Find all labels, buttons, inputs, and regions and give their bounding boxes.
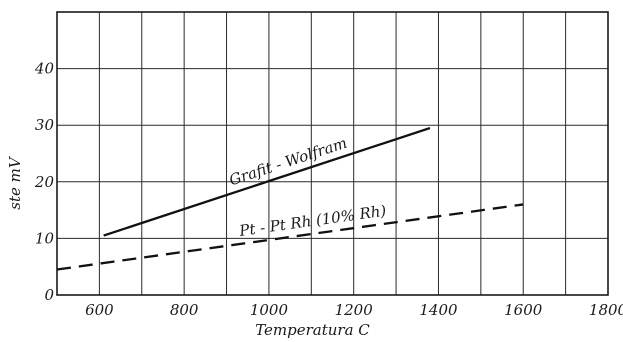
series-label-2: Pt - Pt Rh (10% Rh) bbox=[237, 202, 387, 240]
y-axis-label: ste mV bbox=[6, 155, 24, 210]
y-tick-labels: 0 10 20 30 40 bbox=[34, 60, 55, 304]
series-line-1 bbox=[103, 126, 431, 237]
y-tick-label: 10 bbox=[35, 229, 55, 247]
x-tick-label: 600 bbox=[85, 301, 114, 319]
plot-frame bbox=[56, 11, 609, 296]
x-tick-label: 1400 bbox=[419, 301, 458, 319]
x-tick-label: 1000 bbox=[250, 301, 289, 319]
y-tick-label: 40 bbox=[34, 60, 55, 78]
y-tick-label: 30 bbox=[35, 116, 55, 134]
series-line-2 bbox=[56, 203, 524, 271]
x-tick-label: 1200 bbox=[335, 301, 374, 319]
x-axis-label: Temperatura C bbox=[255, 321, 370, 339]
y-tick-label: 0 bbox=[44, 286, 54, 304]
series-lines bbox=[56, 126, 524, 271]
y-tick-label: 20 bbox=[34, 173, 55, 191]
grid bbox=[57, 12, 608, 295]
x-tick-label: 800 bbox=[170, 301, 199, 319]
x-tick-label: 1600 bbox=[504, 301, 543, 319]
